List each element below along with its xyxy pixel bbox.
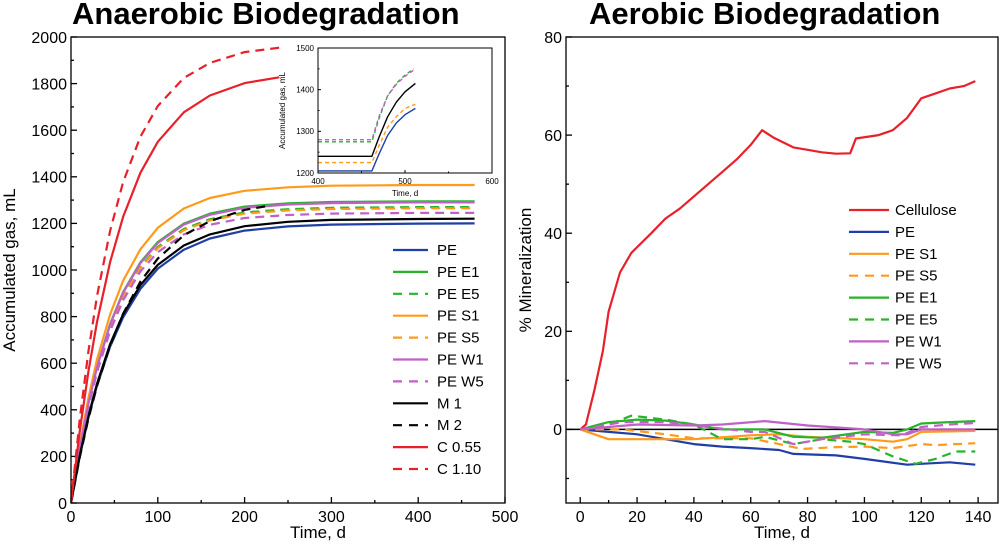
y-tick-label: 1300	[296, 127, 314, 136]
series-group	[71, 46, 475, 503]
series-line-pe-w5	[318, 69, 415, 141]
y-tick-label: 1000	[31, 263, 67, 280]
series-line-pe-s1	[579, 428, 976, 443]
series-line-m-1	[71, 217, 475, 503]
y-tick-label: 200	[40, 449, 67, 466]
y-tick-label: 600	[40, 356, 67, 373]
x-tick-label: 0	[67, 509, 76, 526]
series-line-pe	[318, 107, 416, 172]
x-tick-label: 100	[144, 509, 171, 526]
series-line-pe-w1	[580, 420, 976, 436]
y-tick-label: 400	[40, 403, 67, 420]
y-tick-label: 800	[40, 309, 67, 326]
series-line-pe-e5	[318, 68, 415, 143]
series-line-cellulose	[579, 80, 976, 431]
x-axis-label: Time, d	[392, 189, 418, 198]
x-axis-label: Time, d	[290, 523, 346, 542]
y-tick-label: 1800	[31, 76, 67, 93]
series-line-pe-s5	[318, 103, 416, 164]
x-tick-label: 120	[908, 509, 935, 526]
legend-label: PE W5	[895, 355, 942, 372]
plot-frame	[317, 47, 493, 174]
series-line-pe-w1	[71, 201, 475, 503]
y-tick-label: 1400	[296, 86, 314, 95]
x-tick-label: 500	[492, 509, 519, 526]
series-line-pe-w5	[71, 211, 475, 503]
x-tick-label: 400	[311, 177, 325, 186]
y-tick-label: 60	[544, 128, 562, 145]
x-tick-label: 300	[318, 509, 345, 526]
legend-label: PE S1	[437, 308, 480, 325]
series-line-pe-e1	[579, 418, 976, 439]
x-tick-label: 0	[576, 509, 585, 526]
legend-label: C 1.10	[437, 461, 481, 478]
aerobic-chart-title: Aerobic Biodegradation	[589, 0, 941, 31]
anaerobic-inset: 400 500 600 1200 1300 1400 1500 Time, d Accumula…	[278, 44, 499, 198]
plot-frame	[70, 36, 506, 504]
legend-label: PE	[895, 224, 915, 241]
x-tick-label: 60	[742, 509, 760, 526]
series-line-pe-e5	[71, 206, 475, 503]
legend-label: PE S1	[895, 246, 938, 263]
x-tick-label: 80	[799, 509, 817, 526]
x-axis-label: Time, d	[754, 523, 810, 542]
legend-label: PE E5	[895, 312, 938, 329]
legend-label: PE W5	[437, 373, 484, 390]
y-axis-label: % Mineralization	[516, 208, 535, 333]
series-line-pe-w5	[580, 421, 976, 446]
legend-label: Cellulose	[895, 202, 957, 219]
series-line-c-0-55	[71, 76, 280, 503]
series-group	[318, 68, 416, 172]
x-tick-label: 100	[851, 509, 878, 526]
series-line-m-1	[318, 82, 416, 157]
legend-label: PE S5	[895, 268, 938, 285]
legend-label: PE E1	[895, 290, 938, 307]
x-tick-label: 400	[405, 509, 432, 526]
series-group	[579, 80, 976, 466]
x-tick-label: 200	[231, 509, 258, 526]
legend-label: PE E1	[437, 264, 480, 281]
anaerobic-plot: 0 100 200 300 400 500 0 200 400 600 800 1000 1200 140…	[0, 30, 518, 542]
legend-label: M 2	[437, 417, 462, 434]
y-tick-label: 1400	[31, 170, 67, 187]
legend-label: PE	[437, 242, 457, 259]
y-tick-label: 1600	[31, 123, 67, 140]
y-tick-label: 1200	[31, 216, 67, 233]
plot-frame	[565, 36, 999, 504]
series-line-pe-s5	[71, 207, 475, 503]
series-line-pe-s1	[71, 183, 475, 503]
anaerobic-chart-title: Anaerobic Biodegradation	[72, 0, 460, 31]
y-tick-label: 80	[544, 30, 562, 47]
y-axis-label: Accumulated gas, mL	[0, 188, 19, 351]
y-tick-label: 0	[553, 422, 562, 439]
legend-label: M 1	[437, 395, 462, 412]
y-tick-label: 2000	[31, 30, 67, 47]
inset-background	[318, 48, 492, 173]
legend-label: PE E5	[437, 286, 480, 303]
y-axis-label: Accumulated gas, mL	[278, 71, 287, 148]
y-tick-label: 1200	[296, 169, 314, 178]
y-tick-label: 0	[58, 496, 67, 513]
x-tick-label: 600	[485, 177, 499, 186]
legend-label: C 0.55	[437, 439, 481, 456]
legend-label: PE W1	[437, 352, 484, 369]
series-line-pe-e1	[71, 200, 475, 503]
series-line-m-2	[71, 204, 271, 503]
series-line-c-1-10	[71, 46, 280, 503]
legend-label: PE W1	[895, 333, 942, 350]
x-tick-label: 20	[628, 509, 646, 526]
series-line-pe-e5	[580, 414, 976, 465]
x-tick-label: 500	[398, 177, 412, 186]
legend-label: PE S5	[437, 330, 480, 347]
x-tick-label: 40	[685, 509, 703, 526]
x-tick-label: 140	[965, 509, 992, 526]
y-tick-label: 1500	[296, 44, 314, 53]
y-tick-label: 40	[544, 226, 562, 243]
y-tick-label: 20	[544, 324, 562, 341]
